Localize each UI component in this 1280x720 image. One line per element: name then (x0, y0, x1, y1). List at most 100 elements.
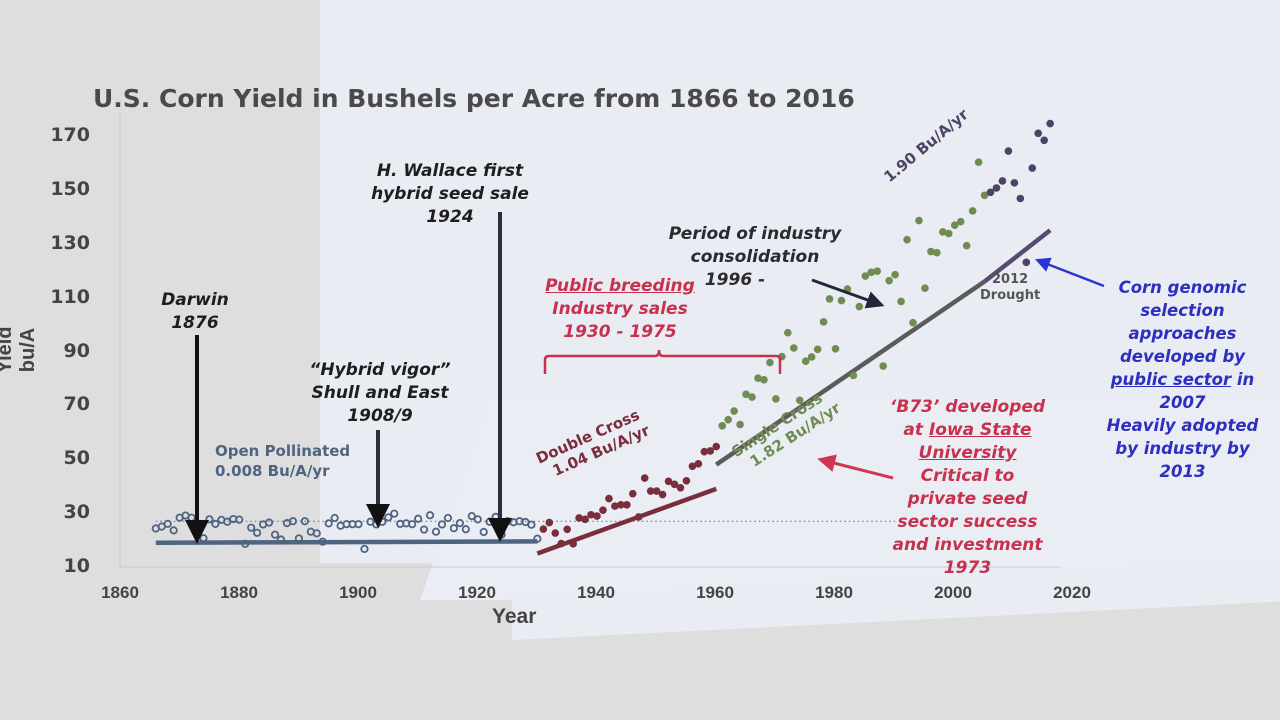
data-point (431, 527, 441, 536)
data-point (754, 374, 762, 382)
chart-title: U.S. Corn Yield in Bushels per Acre from… (93, 84, 855, 113)
label-open-pollinated: Open Pollinated 0.008 Bu/A/yr (215, 441, 350, 481)
annotation-line: H. Wallace first (376, 161, 524, 181)
data-point (461, 525, 470, 534)
trend-line (536, 486, 718, 556)
label-line: 2012 (991, 272, 1029, 287)
data-point (563, 525, 571, 534)
data-point (789, 344, 798, 352)
annotation-line: University (918, 443, 1017, 463)
y-tick: 170 (50, 124, 90, 146)
data-point (1022, 258, 1031, 267)
data-point (276, 535, 286, 544)
annotation-line: Public breeding (545, 276, 695, 296)
data-point (992, 184, 1001, 192)
data-point (581, 515, 589, 524)
data-point (944, 229, 953, 238)
data-point (718, 422, 727, 430)
data-point (634, 513, 643, 521)
annotation-line: Heavily adopted (1106, 416, 1259, 435)
data-point (605, 494, 613, 503)
data-point (879, 362, 887, 370)
data-point (801, 357, 810, 365)
data-point (1040, 136, 1048, 145)
data-point (784, 328, 792, 337)
x-tick: 2000 (934, 583, 972, 602)
data-point (485, 517, 494, 526)
data-point (670, 480, 679, 489)
y-tick: 90 (63, 340, 90, 362)
data-point (998, 177, 1007, 185)
data-point (599, 506, 607, 514)
data-point (795, 396, 804, 405)
data-point (640, 474, 649, 482)
data-point (694, 460, 703, 468)
annotation-consolidation: Period of industry consolidation 1996 - (650, 223, 860, 292)
x-tick: 1960 (696, 583, 734, 602)
annotation-public-breeding: Public breeding Industry sales 1930 - 19… (520, 275, 720, 344)
annotation-line: public sector in (1110, 370, 1255, 389)
data-point (318, 537, 327, 546)
annotation-line: 1930 - 1975 (563, 322, 677, 342)
data-point (962, 241, 971, 250)
annotation-line: developed by (1119, 347, 1246, 366)
data-point (873, 267, 882, 276)
annotation-line: Period of industry (668, 224, 842, 244)
data-point (855, 302, 864, 311)
data-point (557, 539, 566, 548)
data-point (652, 487, 661, 495)
data-point (241, 539, 250, 548)
data-point (867, 268, 876, 277)
data-point (956, 217, 965, 226)
annotation-line: at Iowa State (903, 420, 1032, 440)
data-point (539, 525, 548, 533)
data-point (819, 318, 828, 326)
data-point (628, 489, 637, 498)
data-point (593, 512, 601, 520)
x-tick: 2020 (1053, 583, 1091, 602)
data-point (974, 158, 983, 166)
data-point (903, 235, 911, 244)
data-point (623, 500, 631, 509)
data-point (861, 272, 870, 280)
public-breeding-bracket (543, 349, 782, 374)
trend-line (714, 279, 986, 467)
annotation-line: 1973 (943, 558, 992, 578)
data-point (658, 490, 667, 499)
annotation-line: ‘B73’ developed (889, 397, 1046, 417)
data-point (885, 276, 893, 285)
data-point (772, 395, 780, 403)
annotation-line: Darwin (161, 290, 229, 310)
annotation-line: selection (1140, 301, 1225, 320)
annotation-line: 1924 (426, 207, 474, 227)
annotation-darwin: Darwin 1876 (140, 289, 250, 335)
data-point (1010, 179, 1019, 187)
data-point (1034, 129, 1043, 138)
data-point (986, 188, 995, 197)
data-point (390, 509, 399, 518)
axes-frame (119, 112, 1060, 568)
data-point (575, 514, 583, 522)
data-point (760, 375, 768, 384)
annotation-line: approaches (1128, 324, 1237, 343)
data-point (664, 477, 673, 486)
data-point (324, 519, 333, 528)
annotation-line: and investment (892, 535, 1043, 555)
data-point (425, 511, 435, 520)
data-point (1016, 194, 1025, 203)
y-tick: 10 (63, 555, 90, 577)
x-tick: 1980 (815, 583, 853, 602)
data-point (163, 519, 172, 529)
data-point (939, 228, 947, 236)
y-tick: 130 (50, 232, 90, 254)
annotation-genomic-selection: Corn genomic selection approaches develo… (1085, 276, 1280, 483)
annotation-b73: ‘B73’ developed at Iowa State University… (870, 396, 1065, 580)
data-point (211, 519, 220, 529)
trend-line (155, 539, 538, 546)
data-point (730, 407, 738, 415)
annotation-line: private seed (907, 489, 1028, 509)
data-point (467, 511, 476, 521)
annotation-line: Shull and East (311, 383, 449, 403)
data-point (169, 526, 178, 535)
